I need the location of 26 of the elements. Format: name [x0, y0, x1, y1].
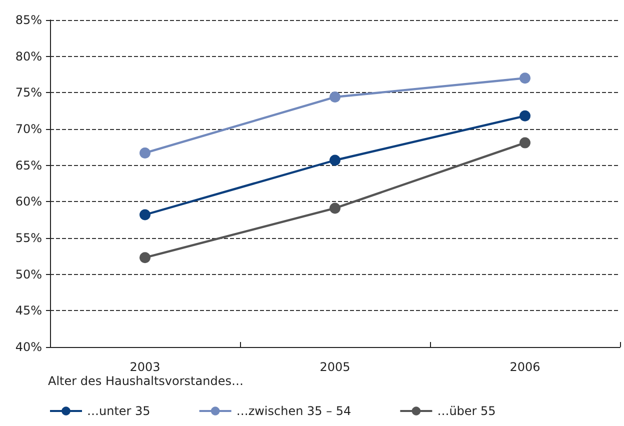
legend-label: …unter 35 — [87, 404, 150, 418]
legend-label: …über 55 — [437, 404, 496, 418]
legend-title: Alter des Haushaltsvorstandes… — [48, 374, 244, 388]
y-tick-label: 45% — [15, 304, 42, 318]
x-tick-label: 2006 — [510, 360, 540, 374]
y-tick-label: 65% — [15, 158, 42, 172]
point — [330, 154, 340, 166]
y-tick-label: 75% — [15, 86, 42, 100]
legend-label: …zwischen 35 – 54 — [236, 404, 352, 418]
point — [520, 110, 530, 122]
x-tick-label: 2003 — [130, 360, 160, 374]
point — [140, 252, 150, 264]
point — [330, 202, 340, 214]
y-tick-label: 70% — [15, 122, 42, 136]
y-tick-label: 55% — [15, 231, 42, 245]
point — [520, 137, 530, 148]
point — [330, 92, 340, 103]
y-tick-label: 40% — [15, 340, 42, 354]
point — [520, 72, 530, 84]
point — [140, 147, 150, 158]
y-tick-label: 60% — [15, 194, 42, 209]
y-tick-label: 50% — [15, 267, 42, 282]
y-tick-label: 80% — [15, 49, 42, 64]
y-tick-label: 85% — [15, 13, 42, 27]
point — [140, 209, 150, 220]
x-tick-label: 2005 — [320, 360, 350, 374]
